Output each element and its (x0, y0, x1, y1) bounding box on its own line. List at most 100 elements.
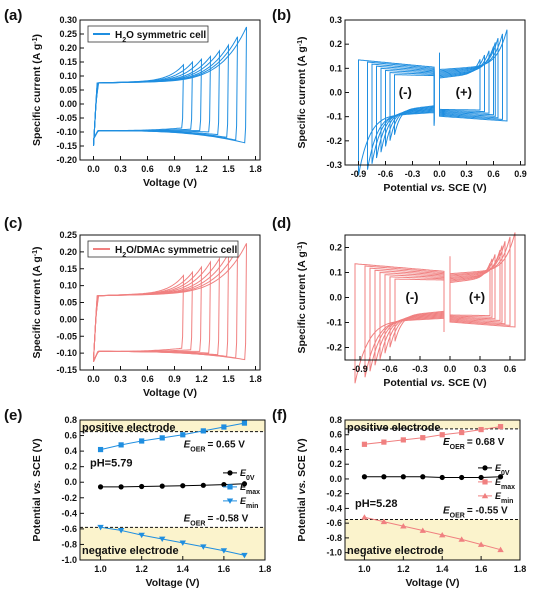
cv-curve-positive (439, 50, 490, 114)
data-point (117, 528, 125, 534)
positive-electrode-label: (+) (456, 85, 472, 100)
y-tick-label: 0.0 (329, 88, 342, 98)
x-tick-label: 0.9 (168, 164, 181, 174)
data-point (478, 474, 484, 481)
legend-entry: Emax (240, 482, 260, 496)
legend-entry-sub: min (501, 497, 513, 504)
data-point (361, 514, 368, 520)
y-axis-label: Specific current (A g-1) (296, 241, 308, 353)
x-tick-label: 1.2 (195, 374, 208, 384)
data-point (361, 474, 368, 480)
chart-panel-1: (-) (+) -0.9 -0.6 -0.3 0.0 0.3 0.6 0.9 -0.3 -0.2 -0… (272, 7, 527, 194)
x-axis-label-vs: vs. (431, 182, 446, 194)
y-tick-label: 0.15 (59, 57, 77, 67)
y-tick-label: 0.20 (59, 247, 77, 257)
legend-entry: Emin (240, 496, 258, 510)
legend-entry: Emax (495, 477, 515, 491)
chart-panel-2: H2O/DMAc symmetric cell 0.0 0.3 0.6 0.9 1.2 1.… (4, 215, 262, 399)
data-point (138, 532, 145, 539)
x-tick-label: 1.5 (222, 164, 235, 174)
y-tick-label: -0.1 (326, 112, 342, 122)
panel-label: (f) (272, 407, 287, 424)
data-point (420, 435, 426, 441)
data-point (459, 429, 465, 436)
cv-curve-positive (439, 33, 503, 120)
x-tick-label: 0.0 (444, 364, 457, 374)
y-tick-label: 0.00 (59, 99, 77, 109)
data-point (497, 424, 504, 430)
y-tick-label: 0.2 (329, 243, 342, 253)
y-tick-label: -0.1 (326, 318, 342, 328)
legend-label: H2O/DMAc symmetric cell (115, 245, 238, 259)
y-tick-label: -0.3 (326, 160, 342, 170)
x-tick-label: 0.6 (504, 364, 517, 374)
x-axis-label: Voltage (V) (143, 177, 197, 189)
y-axis-label-part: Potential (31, 494, 43, 541)
y-tick-label: -0.05 (56, 331, 77, 341)
y-axis-label-part: ) (31, 246, 43, 250)
x-tick-label: -0.3 (405, 169, 421, 179)
oer-lower-annotation: EOER = -0.55 V (443, 505, 508, 519)
x-tick-label: 1.0 (358, 564, 371, 574)
y-tick-label: 0.3 (329, 15, 342, 25)
panel-label: (b) (272, 7, 291, 24)
y-tick-label: -0.2 (326, 489, 342, 499)
data-point (139, 438, 145, 444)
cv-curve-negative (374, 269, 445, 366)
x-tick-label: 1.4 (436, 564, 449, 574)
y-tick-label: 0.25 (59, 29, 77, 39)
series-line-E0V (364, 476, 501, 478)
data-point (221, 424, 227, 430)
data-point (159, 435, 165, 441)
x-tick-label: 0.3 (114, 374, 127, 384)
cv-curve (93, 243, 247, 362)
y-tick-label: -0.4 (61, 508, 77, 518)
cv-curve-negative (394, 74, 435, 135)
y-axis-label-part: ) (31, 34, 43, 38)
y-tick-label: -0.05 (56, 113, 77, 123)
x-tick-label: 1.2 (135, 564, 148, 574)
y-tick-label: 0.8 (329, 415, 342, 425)
series-line-Emin (100, 526, 245, 556)
cv-curve (93, 26, 247, 147)
y-tick-label: -0.20 (56, 155, 77, 165)
negative-region (80, 527, 265, 560)
positive-region (345, 420, 520, 429)
oer-lower-annotation-rest: = -0.58 V (207, 513, 248, 524)
x-tick-label: 1.8 (249, 164, 262, 174)
cv-curve-negative (376, 65, 435, 159)
cv-curve-positive (449, 249, 501, 322)
y-tick-label: 0.25 (59, 230, 77, 240)
series-line-Emax (100, 422, 245, 451)
x-tick-label: 0.3 (460, 169, 473, 179)
x-axis-label: Voltage (V) (145, 577, 199, 589)
cv-curve-negative (354, 263, 445, 384)
y-axis-label-part: Specific current (A g (31, 44, 43, 146)
data-point (241, 481, 248, 487)
panel-label: (a) (4, 7, 22, 24)
legend-label-part: O symmetric cell (126, 30, 206, 41)
y-axis-label-part: SCE (V) (31, 438, 43, 479)
data-point (221, 481, 227, 488)
y-tick-label: 0.1 (329, 63, 342, 73)
cv-curve (93, 270, 194, 362)
x-tick-label: -0.6 (378, 169, 394, 179)
cv-curve-negative (379, 271, 445, 360)
x-axis-label-part: Potential (383, 182, 430, 194)
y-axis-label-part: SCE (V) (296, 438, 308, 479)
negative-electrode-label: (-) (406, 290, 419, 305)
x-tick-label: 1.2 (195, 164, 208, 174)
y-axis-label: Potential vs. SCE (V) (31, 438, 43, 541)
positive-electrode-text: positive electrode (82, 422, 176, 434)
positive-electrode-label: (+) (469, 290, 485, 305)
oer-upper-annotation: EOER = 0.65 V (184, 440, 246, 454)
y-axis-label-part: ) (296, 36, 308, 40)
y-tick-label: -0.8 (61, 539, 77, 549)
data-point (439, 432, 445, 438)
x-tick-label: -0.9 (352, 364, 368, 374)
y-tick-label: 0.1 (329, 268, 342, 278)
cv-curve-negative (389, 72, 435, 141)
y-tick-label: -0.8 (326, 533, 342, 543)
data-point (159, 483, 165, 489)
